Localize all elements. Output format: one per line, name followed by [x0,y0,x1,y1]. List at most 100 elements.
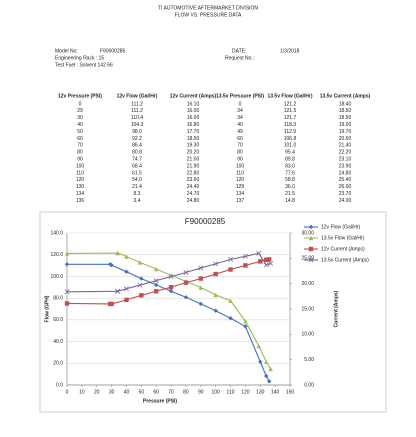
x-tick-label: 150 [286,389,295,395]
column-header: 13.5v Flow (Gal/Hr) [267,93,312,99]
table-cell: 110.4 [131,115,143,121]
table-cell: 24.40 [187,184,200,190]
table-cell: 21.00 [187,157,200,163]
point [258,259,263,264]
table-cell: 21.4 [132,184,142,190]
point [137,260,143,265]
table-cell: 24.80 [187,198,200,204]
x-tick-label: 140 [271,389,280,395]
point [308,257,314,263]
table-cell: 16.00 [187,108,200,114]
table-cell: 19.70 [339,129,352,135]
table-cell: 129 [236,184,245,190]
y-axis-title: Flow (GPH) [44,295,50,322]
table-cell: 21.90 [187,163,200,169]
point [213,261,219,267]
x-tick-label: 10 [79,389,85,395]
point [64,289,70,295]
y-tick-label: 60.0 [53,317,63,323]
table-cell: 18.40 [339,101,352,107]
point [243,324,248,329]
point [115,288,121,294]
y2-tick-label: 15.00 [301,306,314,312]
point [154,282,159,288]
table-cell: 20.60 [339,136,352,142]
point [198,265,204,271]
point [266,379,272,384]
point [228,316,233,321]
point [308,235,314,241]
table-cell: 29 [77,108,83,114]
point [228,267,233,272]
table-cell: 112.9 [284,129,296,135]
point [168,288,174,294]
table-cell: 95.4 [285,150,295,156]
y2-axis-title: Current (Amps) [333,290,339,327]
table-cell: 134 [236,191,245,197]
y2-tick-label: 10.00 [301,332,314,338]
table-cell: 23.70 [339,191,352,197]
point [264,359,269,364]
table-cell: 18.50 [339,108,352,114]
table-cell: 110 [76,170,84,176]
point [264,373,269,379]
table-cell: 80.8 [132,150,142,156]
table-cell: 83.0 [285,163,295,169]
y2-tick-label: 20.00 [301,281,314,287]
table-cell: 61.5 [132,170,142,176]
point [139,293,144,298]
point [109,301,114,307]
y-tick-label: 140.0 [50,230,63,236]
table-cell: 98.0 [132,129,142,135]
table-cell: 16.80 [187,122,200,128]
point [64,251,70,256]
table-cell: 3.4 [134,198,141,204]
point [183,295,189,300]
x-tick-label: 100 [211,389,220,395]
chart-title: F90000285 [185,217,226,226]
table-cell: 68.4 [132,163,142,169]
table-cell: 34 [237,108,243,114]
column-header: 13.5v Current (Amps) [320,93,371,99]
table-cell: 80 [237,150,243,156]
table-cell: 18.50 [339,115,352,121]
point [137,282,143,288]
column-header: 12v Flow (Gal/Hr) [117,93,158,99]
table-cell: 20.20 [187,150,200,156]
table-cell: 106.8 [284,136,297,142]
point [213,292,218,298]
x-tick-label: 30 [109,389,115,395]
table-cell: 16.00 [187,115,200,121]
y2-tick-label: 0.00 [304,382,314,388]
point [266,257,272,262]
x-tick-label: 60 [153,389,159,395]
table-cell: 50 [77,129,83,135]
table-cell: 36.0 [285,184,295,190]
point [198,276,203,281]
division: TI AUTOMOTIVE AFTERMARKET DIVISION [158,5,258,11]
table-cell: 24.80 [339,170,352,176]
point [264,257,269,263]
point [168,285,174,290]
table-cell: 17.70 [187,129,200,135]
y-tick-label: 100.0 [50,274,63,280]
table-cell: 54.0 [132,177,142,183]
table-cell: 120 [76,177,85,183]
y2-tick-label: 25.00 [301,256,314,262]
y-tick-label: 20.0 [53,361,63,367]
column-header: 13.5v Pressure (PSI) [216,93,264,99]
table-cell: 26.00 [339,184,352,190]
table-cell: 23.10 [339,157,352,163]
table-cell: 90 [77,157,83,163]
point [243,318,248,324]
point [124,254,129,259]
table-cell: 21.5 [285,191,295,197]
table-cell: 92.2 [132,136,142,142]
table-cell: 30 [77,115,83,121]
legend-label: 12v Flow (Gal/Hr) [321,224,361,230]
table-cell: 34 [237,115,243,121]
point [268,366,273,372]
y-tick-label: 120.0 [50,252,63,258]
chart-frame [39,211,387,413]
point [308,246,314,252]
